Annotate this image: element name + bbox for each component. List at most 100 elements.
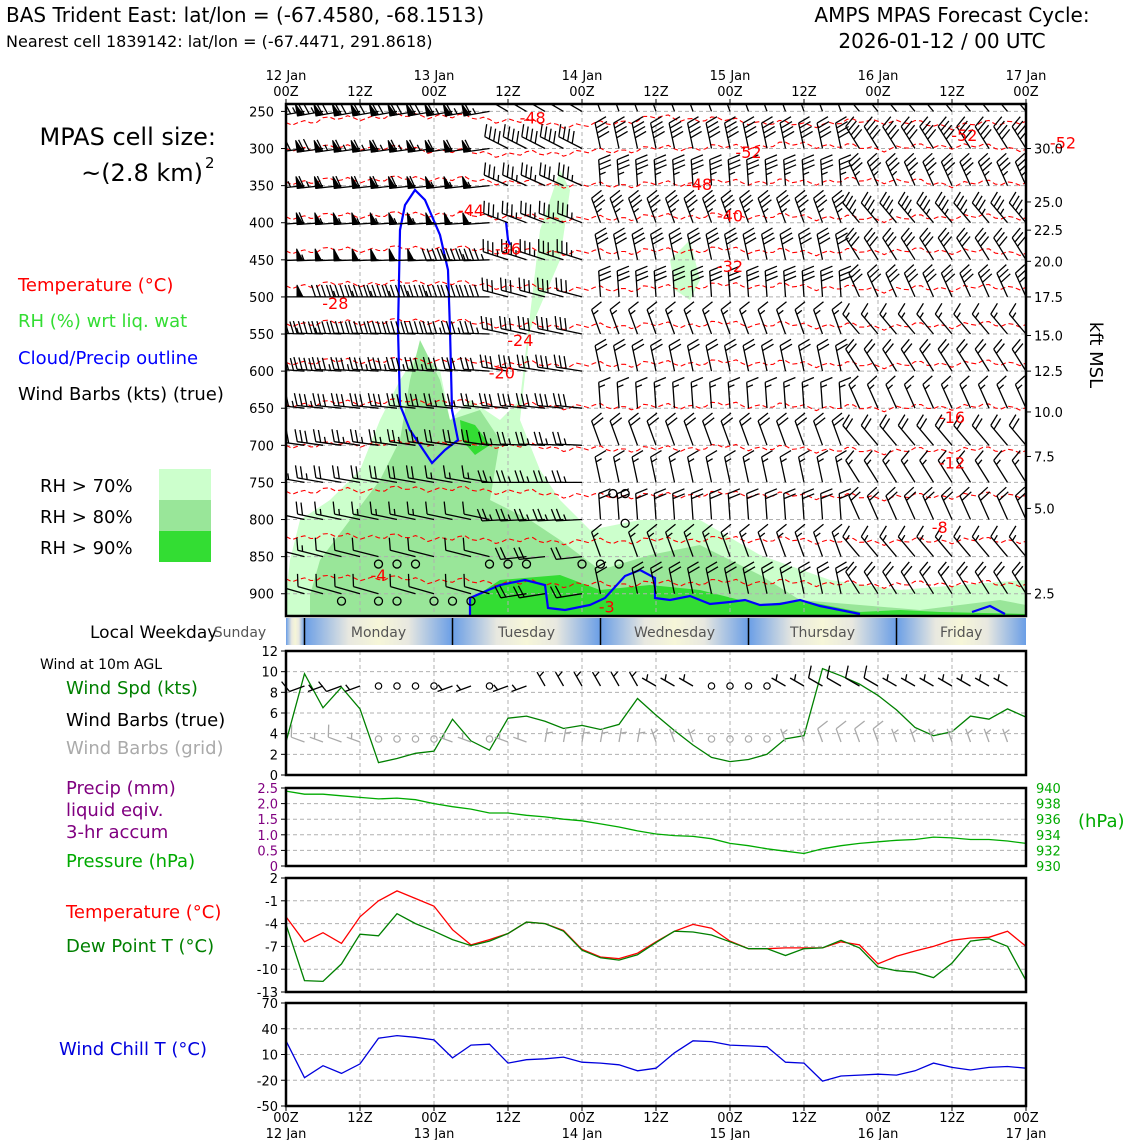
wind-barb [581, 728, 590, 743]
wind-barb-staff [369, 501, 398, 521]
wind-barb-staff [816, 450, 829, 483]
wind-barb [738, 301, 750, 335]
wind-barb [900, 227, 916, 261]
wind-barb-staff [757, 189, 772, 223]
wind-barb-staff [882, 227, 898, 261]
top-hour-label: 00Z [717, 85, 743, 100]
wind-barb-staff [424, 465, 453, 484]
kft-tick-label: 12.5 [1034, 365, 1063, 380]
wind-barb [683, 523, 695, 557]
wind-barb [635, 488, 648, 520]
wind-barb-staff [653, 376, 667, 409]
wind-barb-staff [683, 412, 697, 446]
wind-barb [348, 356, 379, 372]
wind-barb-staff [536, 277, 564, 298]
weekday-label-sunday: Sunday [214, 625, 266, 641]
wind-barb-staff [885, 486, 898, 520]
weekday-label-wednesday: Wednesday [634, 625, 715, 641]
wind-barb-staff [615, 104, 620, 112]
isotherm-label: -3 [599, 597, 615, 616]
wind-barb-staff [746, 488, 759, 520]
wind-barb [421, 284, 453, 298]
wind-barb [550, 508, 583, 522]
wind-barb-staff [742, 116, 758, 149]
wind-barb-staff [831, 412, 845, 446]
wind-barb [544, 728, 553, 743]
top-date-label: 12 Jan [266, 69, 307, 84]
bottom-hour-label: 12Z [791, 1111, 817, 1126]
isotherm-label: -48 [520, 108, 546, 127]
wind-barb-staff [386, 429, 416, 446]
wind-barb [442, 465, 472, 484]
wind-barb-staff [442, 465, 472, 484]
wind-barb-staff [916, 414, 934, 446]
weekday-label-thursday: Thursday [789, 625, 855, 641]
wind-barb-staff [760, 561, 774, 594]
wind-barb [764, 154, 778, 186]
kft-tick-label: 25.0 [1034, 196, 1063, 211]
wind-barb-staff [903, 486, 917, 520]
wind-barb [330, 356, 361, 372]
wind-barb [459, 320, 490, 335]
wind-barb [520, 200, 546, 224]
wind-barb-staff [351, 537, 379, 558]
wind-barb [292, 320, 324, 335]
wind-barb-staff [348, 320, 379, 335]
wind-barb [641, 674, 657, 687]
wind-barb-staff [286, 430, 305, 446]
wind-barb-staff [516, 354, 546, 372]
wind-barb-staff [444, 537, 472, 558]
wind-barb-staff [816, 116, 832, 149]
wind-barb [598, 376, 611, 409]
wind-barb [483, 200, 509, 224]
wind-barb [842, 525, 860, 558]
wind-barb [798, 728, 807, 743]
wind-barb-staff [1011, 561, 1026, 595]
pressure-tick-label: 350 [249, 180, 274, 195]
wind-barb [816, 561, 830, 594]
wind-barb [971, 525, 990, 558]
isotherm-line [286, 356, 1026, 370]
wind-barb-staff [863, 116, 881, 149]
wind-barb [501, 200, 527, 224]
wind-barb-staff [349, 393, 379, 409]
wind-barb [903, 486, 917, 520]
wind-barb-staff [551, 470, 582, 484]
bottom-hour-label: 00Z [569, 1111, 595, 1126]
wind-barb [646, 189, 661, 223]
wind-barb-staff [977, 375, 990, 409]
wind-barb-staff [838, 265, 852, 297]
wind-barb [1002, 728, 1010, 743]
wind-barb [940, 486, 954, 520]
calm-marker [608, 488, 618, 499]
wind-barb-staff [521, 124, 546, 150]
wind-barb-staff [1011, 450, 1026, 483]
wind-barb-staff [550, 547, 583, 561]
wind-barb [538, 200, 564, 224]
wind-barb [311, 356, 342, 372]
wind-barb-staff [649, 338, 663, 372]
wind-barb-staff [683, 523, 695, 557]
panel-frame [284, 786, 1028, 868]
wind-barb [532, 508, 564, 522]
grid-wind-calm-marker [430, 735, 438, 743]
wind-barb-staff [882, 561, 898, 595]
wind-barb [309, 732, 324, 743]
wind-barb [294, 465, 324, 484]
kft-tick-label: 5.0 [1034, 502, 1055, 517]
wind-barb [387, 104, 416, 117]
wind-barb-staff [763, 104, 768, 112]
wind-barb-staff [609, 301, 621, 335]
wind-barb-staff [672, 154, 686, 186]
wind-barb [555, 277, 583, 298]
wind-barb [313, 465, 342, 484]
wind-barb [934, 525, 953, 558]
wind-barb [835, 720, 847, 743]
wind-barb-staff [590, 412, 604, 446]
wind-barb [344, 684, 361, 693]
wind-barb-staff [389, 573, 416, 595]
cloud-outline-small [504, 221, 512, 246]
wind-barb-staff [653, 488, 667, 520]
wind-barb-staff [406, 501, 435, 521]
wind-barb-staff [636, 728, 646, 743]
